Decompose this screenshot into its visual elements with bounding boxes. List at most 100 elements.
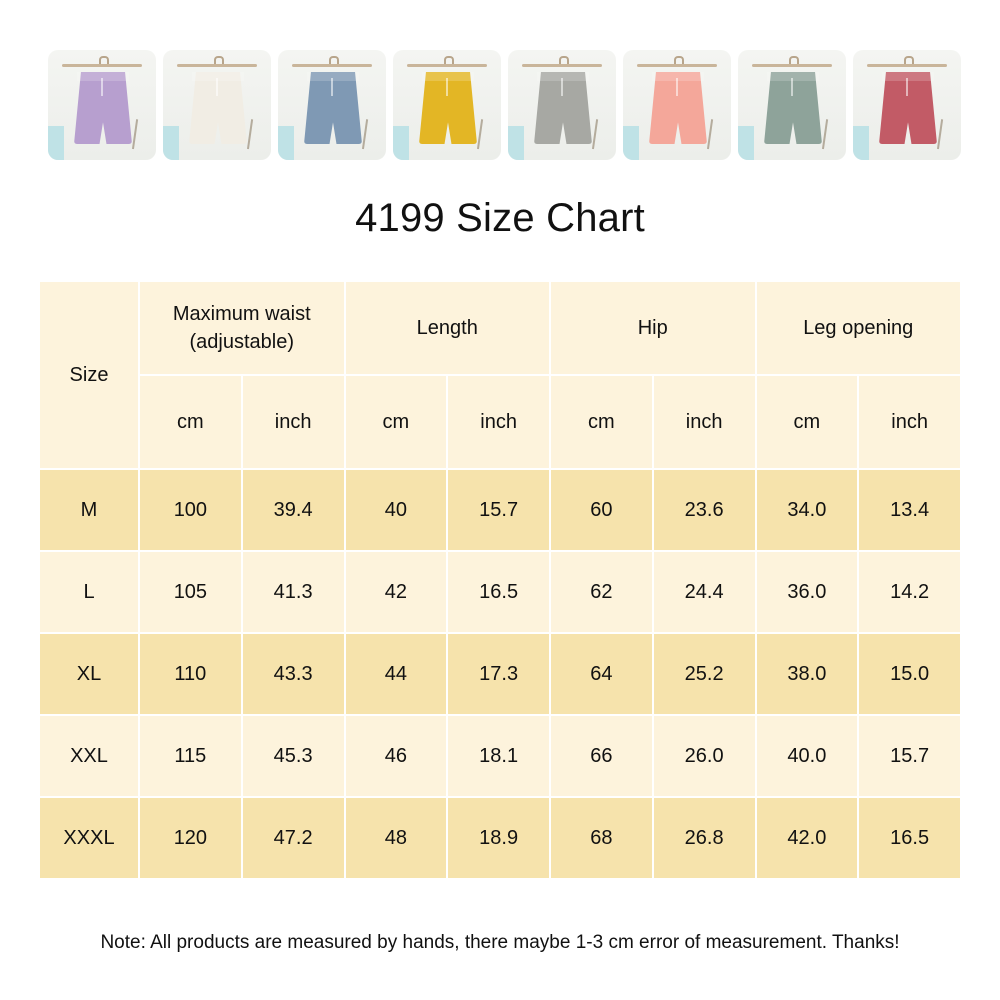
drawstring <box>676 78 678 96</box>
page-title: 4199 Size Chart <box>355 196 645 240</box>
waistband <box>537 72 589 81</box>
table-cell: 16.5 <box>857 796 962 880</box>
shorts-image <box>534 72 592 144</box>
plant-decoration <box>706 119 726 151</box>
plant-decoration <box>821 119 841 151</box>
table-cell: 25.2 <box>651 632 757 716</box>
drawstring <box>216 78 218 96</box>
table-cell: 18.9 <box>446 796 551 880</box>
waistband <box>192 72 244 81</box>
table-cell: 46 <box>343 714 449 798</box>
table-header-row: Size Maximum waist (adjustable) Length H… <box>38 280 962 470</box>
size-chart-table: Size Maximum waist (adjustable) Length H… <box>38 280 962 880</box>
shorts-image <box>649 72 707 144</box>
plant-decoration <box>131 119 151 151</box>
table-cell: 15.7 <box>857 714 962 798</box>
hanger-icon <box>559 56 569 67</box>
unit-header: cm <box>549 374 654 470</box>
shorts-image <box>74 72 132 144</box>
plant-decoration <box>246 119 266 151</box>
hanger-rail <box>867 64 947 67</box>
drawstring <box>906 78 908 96</box>
product-thumbnails <box>48 50 961 160</box>
background-sign <box>163 126 179 160</box>
table-cell: 39.4 <box>240 468 346 552</box>
unit-header: inch <box>446 374 551 470</box>
table-cell: 42.0 <box>754 796 860 880</box>
plant-decoration <box>476 119 496 151</box>
table-cell: 43.3 <box>240 632 346 716</box>
product-thumbnail[interactable] <box>48 50 156 160</box>
table-cell: 38.0 <box>754 632 860 716</box>
shorts-image <box>419 72 477 144</box>
table-cell: 15.7 <box>446 468 551 552</box>
hanger-icon <box>789 56 799 67</box>
hanger-icon <box>99 56 109 67</box>
shorts-image <box>879 72 937 144</box>
hanger-icon <box>329 56 339 67</box>
length-group-header: Length <box>343 280 551 376</box>
table-cell: 24.4 <box>651 550 757 634</box>
table-cell: 100 <box>138 468 243 552</box>
table-cell: 34.0 <box>754 468 860 552</box>
table-cell: 68 <box>549 796 654 880</box>
hanger-icon <box>214 56 224 67</box>
waistband <box>882 72 934 81</box>
size-cell: M <box>38 468 140 552</box>
shorts-image <box>304 72 362 144</box>
table-cell: 48 <box>343 796 449 880</box>
shorts-image <box>189 72 247 144</box>
table-cell: 16.5 <box>446 550 551 634</box>
background-sign <box>48 126 64 160</box>
table-row: L 105 41.3 42 16.5 62 24.4 36.0 14.2 <box>38 550 962 634</box>
table-row: XXL 115 45.3 46 18.1 66 26.0 40.0 15.7 <box>38 714 962 798</box>
hip-group-header: Hip <box>549 280 757 376</box>
product-thumbnail[interactable] <box>508 50 616 160</box>
table-cell: 110 <box>138 632 243 716</box>
table-row: M 100 39.4 40 15.7 60 23.6 34.0 13.4 <box>38 468 962 552</box>
product-thumbnail[interactable] <box>623 50 731 160</box>
hanger-icon <box>904 56 914 67</box>
product-thumbnail[interactable] <box>278 50 386 160</box>
hanger-icon <box>674 56 684 67</box>
table-cell: 47.2 <box>240 796 346 880</box>
table-row: XXXL 120 47.2 48 18.9 68 26.8 42.0 16.5 <box>38 796 962 880</box>
waist-group-header: Maximum waist (adjustable) <box>138 280 346 376</box>
hanger-rail <box>752 64 832 67</box>
table-cell: 26.0 <box>651 714 757 798</box>
drawstring <box>561 78 563 96</box>
table-cell: 26.8 <box>651 796 757 880</box>
product-thumbnail[interactable] <box>853 50 961 160</box>
drawstring <box>101 78 103 96</box>
hanger-rail <box>637 64 717 67</box>
table-cell: 62 <box>549 550 654 634</box>
unit-header: cm <box>343 374 449 470</box>
size-column-header: Size <box>38 280 140 470</box>
product-thumbnail[interactable] <box>163 50 271 160</box>
table-cell: 44 <box>343 632 449 716</box>
table-cell: 18.1 <box>446 714 551 798</box>
plant-decoration <box>361 119 381 151</box>
background-sign <box>278 126 294 160</box>
table-cell: 23.6 <box>651 468 757 552</box>
drawstring <box>331 78 333 96</box>
hanger-rail <box>292 64 372 67</box>
table-cell: 105 <box>138 550 243 634</box>
table-cell: 40.0 <box>754 714 860 798</box>
table-cell: 17.3 <box>446 632 551 716</box>
drawstring <box>791 78 793 96</box>
product-thumbnail[interactable] <box>393 50 501 160</box>
table-cell: 66 <box>549 714 654 798</box>
table-cell: 15.0 <box>857 632 962 716</box>
unit-header: cm <box>138 374 243 470</box>
table-cell: 60 <box>549 468 654 552</box>
unit-header: inch <box>240 374 346 470</box>
product-thumbnail[interactable] <box>738 50 846 160</box>
table-cell: 14.2 <box>857 550 962 634</box>
waistband <box>77 72 129 81</box>
table-row: XL 110 43.3 44 17.3 64 25.2 38.0 15.0 <box>38 632 962 716</box>
table-cell: 41.3 <box>240 550 346 634</box>
shorts-image <box>764 72 822 144</box>
drawstring <box>446 78 448 96</box>
size-cell: L <box>38 550 140 634</box>
